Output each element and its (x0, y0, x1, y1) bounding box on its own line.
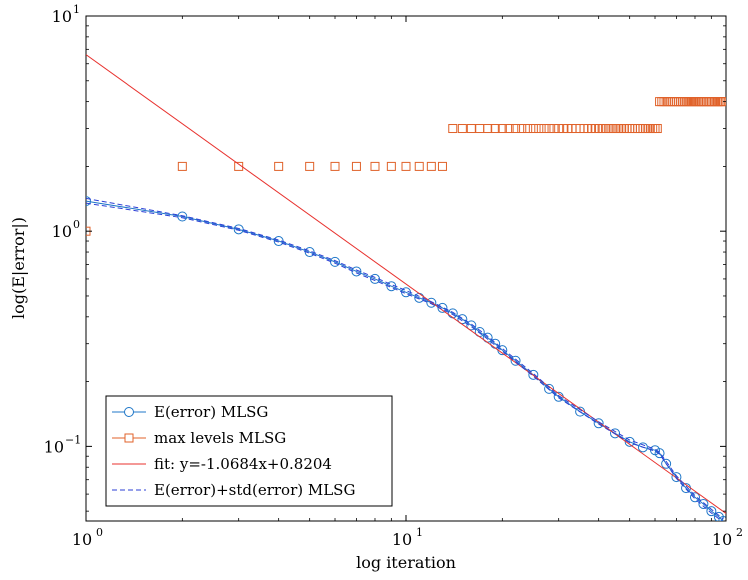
data-point-square (426, 161, 436, 171)
data-point-square (274, 161, 284, 171)
data-point-square (475, 124, 485, 134)
data-point-square (534, 124, 544, 134)
data-point-square (330, 161, 340, 171)
data-point-circle (706, 506, 717, 517)
data-point-square (554, 124, 564, 134)
data-point-square (523, 124, 533, 134)
y-tick-exponent: −1 (65, 433, 81, 446)
y-tick-label: 10 (44, 437, 64, 456)
data-point-circle (610, 428, 621, 439)
legend-label: fit: y=-1.0684x+0.8204 (154, 455, 332, 473)
legend-label: max levels MLSG (154, 429, 286, 447)
data-point-circle (689, 492, 700, 503)
data-point-square (437, 161, 447, 171)
data-point-square (619, 124, 629, 134)
data-point-circle (528, 369, 539, 380)
ticks-layer: 10 0 10 1 10 210 −110 010 1 (44, 3, 743, 549)
x-tick-exponent: 1 (416, 526, 423, 539)
data-point-square (351, 161, 361, 171)
data-point-square (638, 124, 648, 134)
x-axis-label: log iteration (356, 553, 456, 572)
data-point-square (511, 124, 521, 134)
y-tick-label: 10 (52, 7, 72, 26)
data-point-square (625, 124, 635, 134)
x-tick-exponent: 2 (736, 526, 743, 539)
data-point-square (633, 124, 643, 134)
data-point-circle (671, 472, 682, 483)
data-point-circle (177, 211, 188, 222)
data-point-square (457, 124, 467, 134)
data-point-square (497, 124, 507, 134)
data-point-circle (351, 266, 362, 277)
data-point-square (613, 124, 623, 134)
data-point-square (627, 124, 637, 134)
legend-swatch-square (124, 433, 134, 443)
data-point-square (718, 97, 726, 107)
data-point-circle (466, 320, 477, 331)
data-point-circle (637, 442, 648, 453)
legend-box (105, 395, 393, 507)
data-point-square (305, 161, 315, 171)
y-axis-label: log(E|error|) (9, 217, 28, 319)
legend: E(error) MLSG max levels MLSG fit: y=-1.06… (105, 395, 393, 507)
data-point-square (401, 161, 411, 171)
data-point-square (544, 124, 554, 134)
data-point-circle (593, 418, 604, 429)
y-tick-label: 10 (52, 222, 72, 241)
data-point-square (386, 161, 396, 171)
data-point-square (177, 161, 187, 171)
legend-swatch-circle (124, 407, 134, 417)
data-point-square (370, 161, 380, 171)
data-point-square (448, 124, 458, 134)
plot-area (86, 54, 726, 521)
data-point-square (652, 124, 662, 134)
series-dashed-line (86, 197, 724, 520)
data-point-circle (654, 448, 665, 459)
data-point-square (490, 124, 500, 134)
data-point-square (635, 124, 645, 134)
data-point-square (517, 124, 527, 134)
data-point-square (616, 124, 626, 134)
data-point-circle (86, 196, 91, 207)
data-point-circle (457, 314, 468, 325)
data-point-circle (544, 383, 555, 394)
data-point-circle (510, 355, 521, 366)
data-point-circle (698, 498, 709, 509)
data-point-circle (437, 302, 448, 313)
data-point-square (549, 124, 559, 134)
series-dashed-line (86, 202, 723, 521)
x-tick-label: 10 (712, 530, 732, 549)
x-tick-exponent: 0 (96, 526, 103, 539)
data-point-square (414, 161, 424, 171)
legend-label: E(error) MLSG (154, 403, 268, 421)
data-point-circle (426, 297, 437, 308)
data-point-square (528, 124, 538, 134)
data-point-square (539, 124, 549, 134)
data-point-square (466, 124, 476, 134)
data-point-circle (718, 516, 726, 521)
legend-label: E(error)+std(error) MLSG (154, 481, 355, 499)
x-tick-label: 10 (72, 530, 92, 549)
data-point-circle (661, 458, 672, 469)
data-point-square (622, 124, 632, 134)
y-tick-exponent: 0 (73, 218, 80, 231)
data-point-square (630, 124, 640, 134)
y-tick-exponent: 1 (73, 3, 80, 16)
data-point-square (483, 124, 493, 134)
series-layer (86, 54, 726, 521)
data-point-square (504, 124, 514, 134)
x-tick-label: 10 (392, 530, 412, 549)
